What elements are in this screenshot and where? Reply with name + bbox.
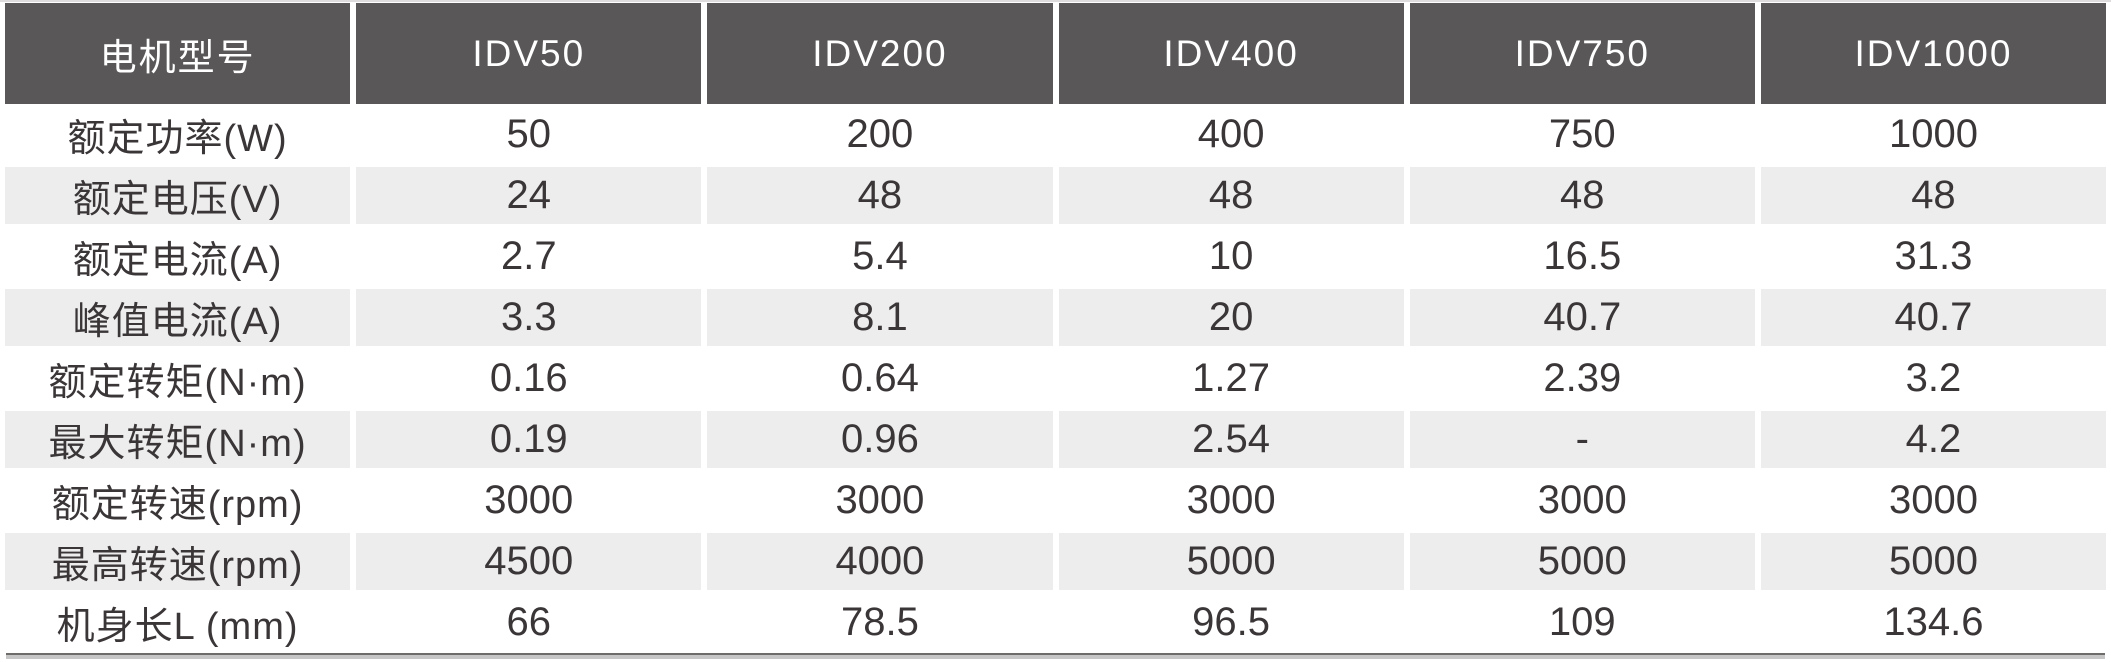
header-cell-idv400: IDV400: [1058, 3, 1404, 104]
cell-value: 5000: [1760, 531, 2107, 592]
table-bottom-rule: [6, 653, 2105, 659]
cell-value: 3000: [1888, 478, 1978, 522]
cell-value: 134.6: [1883, 600, 1984, 644]
cell-value: 750: [1548, 112, 1616, 156]
cell-value: 0.19: [356, 409, 702, 470]
row-label: 最高转速(rpm): [5, 531, 351, 592]
cell-value: 400: [1197, 112, 1265, 156]
bottom-rule-dark-line: [6, 653, 2105, 655]
cell-value: 10: [1208, 234, 1254, 278]
cell-value: 200: [846, 112, 914, 156]
table-row-rated-power: 额定功率(W) 50 200 400 750 1000: [5, 104, 2106, 165]
cell-value: 2.39: [1543, 356, 1622, 400]
table-row-rated-speed: 额定转速(rpm) 3000 3000 3000 3000 3000: [5, 470, 2106, 531]
row-label: 最大转矩(N·m): [5, 409, 351, 470]
table-row-rated-voltage: 额定电压(V) 24 48 48 48 48: [5, 165, 2107, 226]
row-label: 额定电压(V): [5, 165, 351, 226]
row-label: 额定转矩(N·m): [48, 362, 307, 404]
cell-value: 1000: [1888, 112, 1978, 156]
cell-value: 78.5: [841, 600, 919, 644]
cell-value: 3000: [1186, 478, 1276, 522]
header-cell-idv1000: IDV1000: [1760, 3, 2107, 104]
cell-value: -: [1409, 409, 1755, 470]
table-row-max-speed: 最高转速(rpm) 4500 4000 5000 5000 5000: [5, 531, 2107, 592]
header-cell-model-label: 电机型号: [5, 3, 351, 104]
row-label: 额定电流(A): [72, 240, 283, 282]
header-cell-idv200: IDV200: [707, 3, 1053, 104]
row-label: 额定功率(W): [67, 118, 288, 160]
cell-value: 4500: [356, 531, 702, 592]
row-label: 额定转速(rpm): [51, 484, 304, 526]
motor-spec-table: 电机型号 IDV50 IDV200 IDV400 IDV750 IDV1000 …: [5, 3, 2107, 653]
cell-value: 40.7: [1409, 287, 1755, 348]
cell-value: 50: [506, 112, 552, 156]
cell-value: 48: [1409, 165, 1755, 226]
cell-value: 1.27: [1192, 356, 1271, 400]
cell-value: 2.54: [1058, 409, 1404, 470]
cell-value: 4000: [707, 531, 1053, 592]
row-label: 峰值电流(A): [5, 287, 351, 348]
cell-value: 20: [1058, 287, 1404, 348]
table-header-row: 电机型号 IDV50 IDV200 IDV400 IDV750 IDV1000: [5, 3, 2107, 104]
cell-value: 3.2: [1905, 356, 1962, 400]
cell-value: 48: [707, 165, 1053, 226]
cell-value: 48: [1058, 165, 1404, 226]
cell-value: 5000: [1058, 531, 1404, 592]
cell-value: 0.96: [707, 409, 1053, 470]
cell-value: 3000: [835, 478, 925, 522]
table-row-rated-current: 额定电流(A) 2.7 5.4 10 16.5 31.3: [5, 226, 2106, 287]
cell-value: 3000: [484, 478, 574, 522]
table-row-body-length: 机身长L (mm) 66 78.5 96.5 109 134.6: [5, 592, 2106, 653]
cell-value: 8.1: [707, 287, 1053, 348]
cell-value: 4.2: [1760, 409, 2107, 470]
cell-value: 2.7: [500, 234, 557, 278]
cell-value: 96.5: [1192, 600, 1271, 644]
table-row-peak-current: 峰值电流(A) 3.3 8.1 20 40.7 40.7: [5, 287, 2107, 348]
header-cell-idv750: IDV750: [1409, 3, 1755, 104]
row-label: 机身长L (mm): [56, 606, 299, 648]
header-cell-idv50: IDV50: [356, 3, 702, 104]
cell-value: 31.3: [1894, 234, 1973, 278]
table-row-max-torque: 最大转矩(N·m) 0.19 0.96 2.54 - 4.2: [5, 409, 2107, 470]
cell-value: 3000: [1537, 478, 1627, 522]
cell-value: 66: [506, 600, 552, 644]
cell-value: 40.7: [1760, 287, 2107, 348]
cell-value: 5.4: [852, 234, 908, 278]
cell-value: 109: [1548, 600, 1616, 644]
cell-value: 16.5: [1543, 234, 1622, 278]
cell-value: 24: [356, 165, 702, 226]
bottom-rule-light-line: [6, 655, 2105, 659]
table-row-rated-torque: 额定转矩(N·m) 0.16 0.64 1.27 2.39 3.2: [5, 348, 2106, 409]
cell-value: 0.64: [841, 356, 919, 400]
cell-value: 48: [1760, 165, 2107, 226]
cell-value: 5000: [1409, 531, 1755, 592]
cell-value: 3.3: [356, 287, 702, 348]
cell-value: 0.16: [489, 356, 568, 400]
